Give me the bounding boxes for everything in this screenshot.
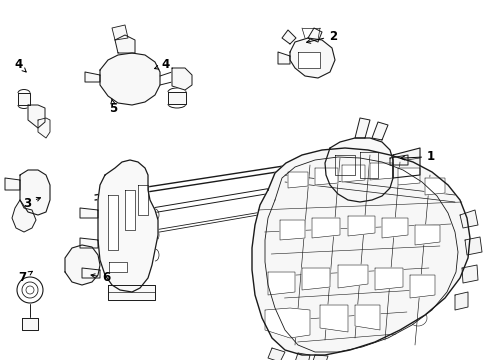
- Polygon shape: [348, 216, 375, 236]
- Polygon shape: [355, 305, 380, 330]
- Polygon shape: [288, 172, 308, 188]
- Polygon shape: [80, 238, 98, 248]
- Polygon shape: [265, 308, 310, 338]
- Polygon shape: [338, 265, 368, 288]
- Polygon shape: [12, 200, 36, 232]
- Polygon shape: [80, 208, 98, 218]
- Polygon shape: [372, 122, 388, 140]
- Polygon shape: [465, 237, 482, 255]
- Polygon shape: [295, 353, 310, 360]
- Polygon shape: [462, 265, 478, 283]
- Polygon shape: [308, 28, 322, 42]
- Polygon shape: [415, 225, 440, 245]
- Polygon shape: [172, 68, 192, 90]
- Polygon shape: [312, 355, 328, 360]
- Polygon shape: [360, 152, 378, 178]
- Text: 5: 5: [110, 99, 118, 114]
- Polygon shape: [290, 38, 335, 78]
- Polygon shape: [20, 170, 50, 215]
- Polygon shape: [268, 272, 295, 295]
- Polygon shape: [115, 35, 135, 53]
- Polygon shape: [18, 93, 30, 105]
- Polygon shape: [100, 53, 160, 105]
- Polygon shape: [252, 148, 470, 355]
- Polygon shape: [325, 138, 393, 202]
- Polygon shape: [393, 148, 420, 178]
- Polygon shape: [425, 178, 445, 195]
- Polygon shape: [268, 348, 285, 360]
- Text: 6: 6: [91, 271, 111, 284]
- Polygon shape: [112, 25, 128, 40]
- Polygon shape: [168, 92, 186, 104]
- Polygon shape: [282, 30, 296, 44]
- Polygon shape: [315, 168, 338, 185]
- Polygon shape: [320, 305, 348, 332]
- Polygon shape: [85, 72, 100, 82]
- Polygon shape: [370, 163, 393, 180]
- Polygon shape: [342, 165, 365, 182]
- Text: 7: 7: [18, 271, 32, 284]
- Polygon shape: [312, 218, 340, 238]
- Polygon shape: [22, 318, 38, 330]
- Polygon shape: [382, 218, 408, 238]
- Polygon shape: [375, 268, 403, 290]
- Polygon shape: [108, 285, 155, 300]
- Polygon shape: [460, 210, 478, 228]
- Polygon shape: [108, 195, 118, 250]
- Polygon shape: [355, 118, 370, 138]
- Polygon shape: [302, 268, 330, 290]
- Text: 2: 2: [307, 30, 337, 43]
- Text: 4: 4: [15, 58, 26, 72]
- Polygon shape: [390, 155, 408, 165]
- Polygon shape: [278, 52, 290, 64]
- Text: 3: 3: [23, 197, 41, 210]
- Polygon shape: [28, 105, 45, 128]
- Polygon shape: [38, 118, 50, 138]
- Polygon shape: [280, 220, 305, 240]
- Polygon shape: [335, 155, 355, 175]
- Polygon shape: [410, 275, 435, 298]
- Polygon shape: [398, 168, 420, 185]
- Polygon shape: [65, 245, 100, 285]
- Polygon shape: [298, 52, 320, 68]
- Polygon shape: [82, 268, 100, 278]
- Polygon shape: [125, 190, 135, 230]
- Polygon shape: [98, 160, 158, 292]
- Polygon shape: [5, 178, 20, 190]
- Polygon shape: [138, 185, 148, 215]
- Text: 1: 1: [401, 150, 435, 163]
- Polygon shape: [455, 292, 468, 310]
- Text: 4: 4: [154, 58, 170, 71]
- Polygon shape: [109, 262, 127, 272]
